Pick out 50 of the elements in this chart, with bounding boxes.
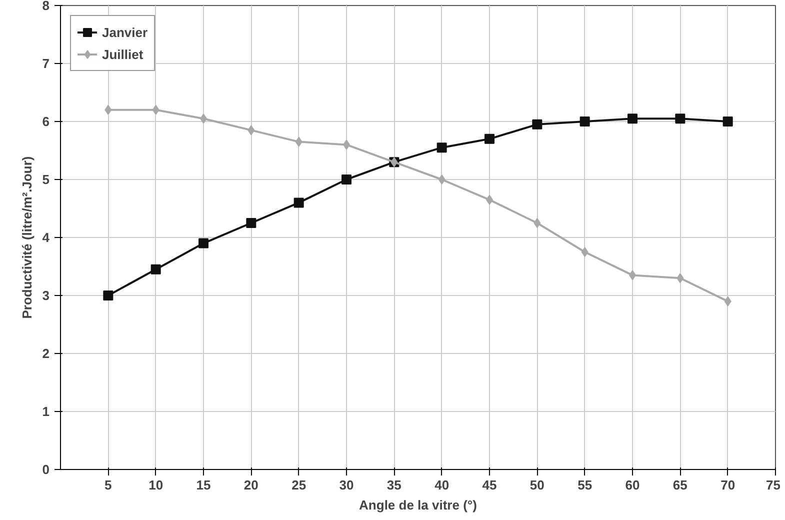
y-tick-label: 8 bbox=[42, 0, 50, 13]
x-tick-label: 60 bbox=[625, 478, 640, 492]
legend-label: Juilliet bbox=[102, 46, 144, 62]
y-tick-label: 1 bbox=[42, 404, 50, 419]
point bbox=[722, 116, 733, 126]
y-tick-label: 2 bbox=[42, 346, 50, 361]
x-tick-label: 5 bbox=[104, 478, 112, 492]
x-tick-label: 70 bbox=[720, 478, 736, 492]
point bbox=[675, 114, 686, 124]
point bbox=[294, 198, 304, 208]
point bbox=[152, 104, 160, 115]
x-tick-label: 55 bbox=[578, 478, 592, 492]
x-tick-label: 50 bbox=[530, 478, 544, 492]
y-tick-label: 7 bbox=[42, 56, 50, 71]
y-tick-label: 6 bbox=[42, 114, 50, 129]
y-tick-label: 4 bbox=[42, 230, 50, 245]
x-tick-label: 25 bbox=[292, 478, 306, 492]
x-tick-label: 10 bbox=[148, 478, 164, 492]
y-tick-label: 0 bbox=[42, 462, 50, 477]
point bbox=[534, 218, 541, 228]
x-tick-label: 40 bbox=[434, 478, 450, 492]
x-tick-label: 30 bbox=[339, 478, 354, 492]
y-tick-label: 5 bbox=[42, 172, 50, 187]
point bbox=[532, 119, 542, 130]
point bbox=[724, 296, 732, 306]
y-tick-label: 3 bbox=[42, 288, 50, 303]
x-axis-title: Angle de la vitre (°) bbox=[359, 498, 477, 512]
x-tick-label: 35 bbox=[386, 478, 402, 492]
point bbox=[628, 114, 638, 124]
point bbox=[104, 104, 112, 115]
point bbox=[438, 174, 446, 184]
point bbox=[248, 125, 255, 136]
x-tick-label: 65 bbox=[672, 478, 688, 492]
point bbox=[342, 174, 352, 184]
point bbox=[295, 136, 302, 147]
x-tick-label: 15 bbox=[196, 478, 211, 492]
point bbox=[198, 238, 208, 248]
x-tick-label: 45 bbox=[482, 478, 497, 492]
point bbox=[436, 142, 447, 153]
point bbox=[484, 134, 494, 144]
point bbox=[581, 247, 588, 257]
point bbox=[580, 116, 590, 126]
y-axis-title: Productivité (litre/m².Jour) bbox=[19, 156, 34, 319]
legend-label: Janvier bbox=[102, 24, 148, 40]
x-tick-label: 75 bbox=[766, 478, 781, 492]
point bbox=[246, 218, 256, 228]
point bbox=[676, 273, 684, 284]
point bbox=[150, 264, 161, 274]
point bbox=[103, 290, 114, 300]
x-tick-label: 20 bbox=[244, 478, 258, 492]
